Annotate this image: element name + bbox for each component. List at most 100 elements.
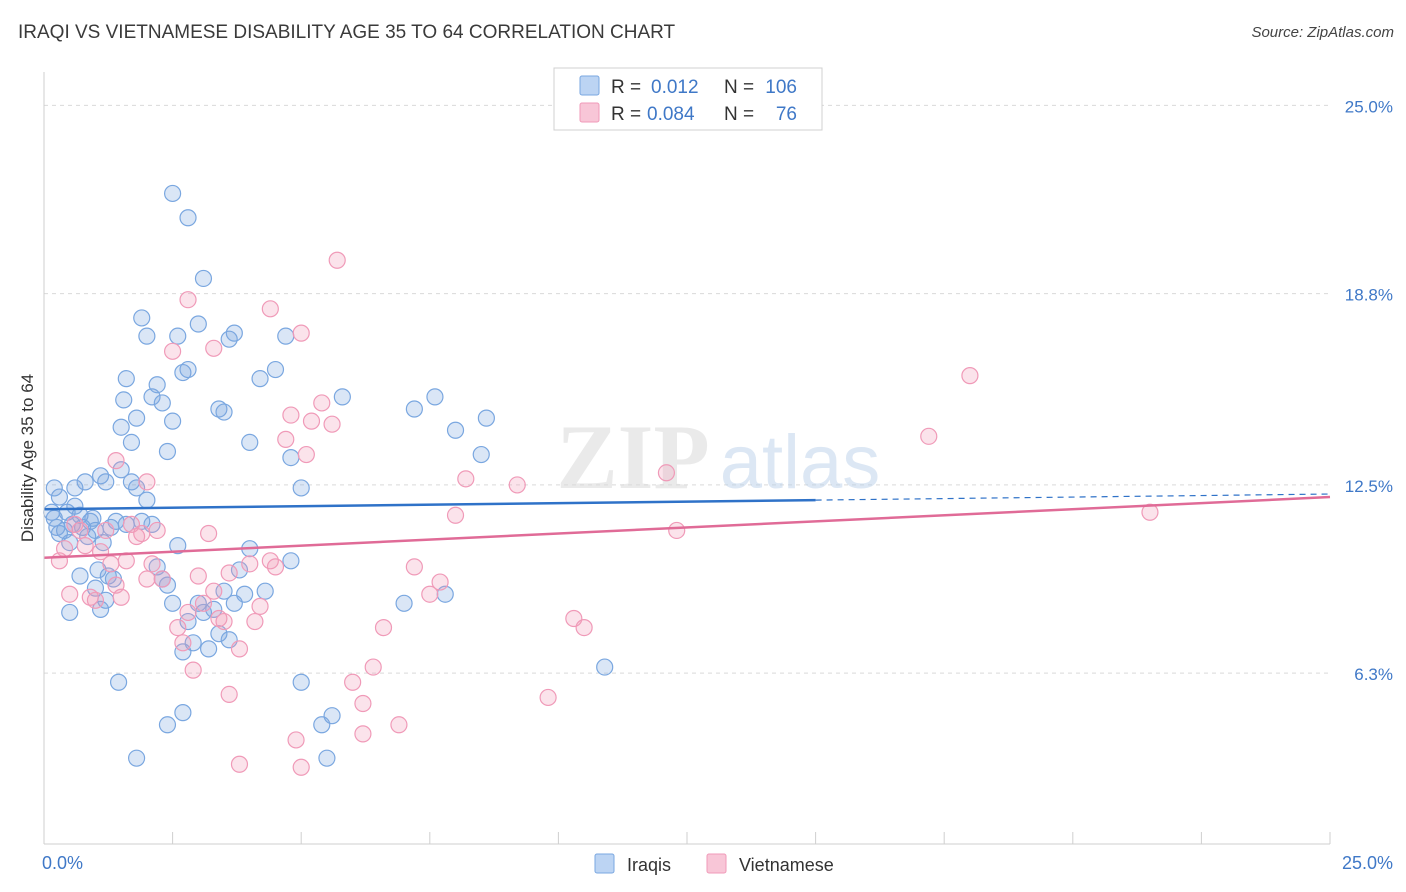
point-vietnamese: [153, 570, 171, 588]
point-iraqis: [174, 363, 192, 382]
point-vietnamese: [61, 585, 79, 603]
point-iraqis: [179, 612, 197, 631]
point-iraqis: [122, 433, 141, 452]
point-iraqis: [91, 600, 110, 618]
point-vietnamese: [215, 612, 233, 631]
point-iraqis: [292, 673, 310, 691]
point-iraqis: [179, 360, 197, 379]
point-iraqis: [76, 473, 94, 491]
point-vietnamese: [194, 594, 213, 612]
point-vietnamese: [323, 415, 341, 433]
point-iraqis: [225, 324, 243, 342]
point-iraqis: [133, 309, 151, 327]
point-iraqis: [174, 704, 192, 722]
point-iraqis: [86, 579, 105, 597]
legend-r-value-vietnamese: 0.084: [647, 104, 695, 125]
point-vietnamese: [189, 567, 207, 585]
legend-swatch-vietnamese: [579, 102, 600, 123]
point-vietnamese: [344, 673, 362, 691]
y-tick-label: 12.5%: [1345, 477, 1393, 496]
point-vietnamese: [220, 685, 238, 704]
point-vietnamese: [164, 342, 182, 360]
y-tick-label: 6.3%: [1354, 665, 1393, 684]
trend-line-iraqis: [43, 498, 816, 511]
point-iraqis: [205, 600, 223, 618]
point-iraqis: [323, 707, 341, 725]
legend-r-label-vietnamese: R =: [611, 104, 641, 125]
point-iraqis: [251, 370, 269, 388]
point-vietnamese: [246, 612, 264, 631]
legend-n-value-vietnamese: 76: [776, 104, 797, 125]
point-vietnamese: [143, 555, 161, 573]
point-vietnamese: [354, 725, 372, 743]
point-iraqis: [241, 433, 259, 452]
point-vietnamese: [184, 661, 202, 679]
point-iraqis: [115, 391, 133, 409]
point-iraqis: [169, 537, 187, 555]
point-vietnamese: [575, 619, 593, 637]
trend-layer: [43, 493, 1331, 560]
point-vietnamese: [230, 640, 249, 658]
point-vietnamese: [277, 430, 295, 448]
point-iraqis: [148, 376, 166, 394]
point-vietnamese: [107, 576, 125, 594]
point-vietnamese: [668, 521, 686, 540]
point-iraqis: [61, 603, 79, 622]
point-iraqis: [169, 327, 187, 345]
point-vietnamese: [457, 470, 475, 488]
point-iraqis: [333, 388, 351, 406]
chart-title: IRAQI VS VIETNAMESE DISABILITY AGE 35 TO…: [18, 22, 676, 43]
point-iraqis: [194, 269, 213, 288]
point-vietnamese: [261, 300, 279, 318]
point-iraqis: [158, 442, 177, 461]
grid-layer: [44, 104, 1330, 674]
point-vietnamese: [230, 755, 249, 773]
point-vietnamese: [241, 555, 259, 573]
point-vietnamese: [81, 588, 99, 606]
point-iraqis: [282, 448, 300, 467]
point-vietnamese: [266, 558, 285, 576]
point-iraqis: [138, 491, 156, 509]
point-vietnamese: [102, 555, 120, 573]
axis-layer: 25.0% 18.8% 12.5% 6.3% 0.0% 25.0%: [42, 72, 1393, 873]
watermark: ZIP atlas: [556, 406, 880, 508]
point-vietnamese: [205, 582, 223, 600]
y-tick-label: 25.0%: [1345, 97, 1393, 116]
point-iraqis: [66, 479, 84, 497]
point-iraqis: [127, 749, 146, 767]
point-vietnamese: [313, 394, 331, 412]
bottom-legend-swatch-iraqis: [594, 853, 615, 874]
point-iraqis: [282, 552, 300, 570]
point-iraqis: [405, 400, 423, 418]
point-vietnamese: [292, 758, 310, 776]
point-iraqis: [256, 582, 274, 600]
trend-line-iraqis-extension: [815, 493, 1331, 501]
point-iraqis: [117, 370, 135, 388]
point-vietnamese: [287, 731, 305, 749]
point-vietnamese: [169, 619, 187, 637]
point-iraqis: [112, 418, 130, 436]
point-vietnamese: [297, 445, 315, 464]
legend-r-label-iraqis: R =: [611, 77, 641, 98]
point-iraqis: [164, 184, 182, 203]
watermark-zip: ZIP: [556, 406, 709, 508]
point-vietnamese: [127, 527, 146, 546]
point-vietnamese: [97, 521, 115, 540]
point-iraqis: [426, 388, 444, 406]
point-iraqis: [153, 394, 171, 412]
point-iraqis: [109, 673, 128, 691]
point-vietnamese: [421, 585, 439, 603]
point-vietnamese: [86, 591, 105, 609]
point-vietnamese: [431, 573, 449, 591]
point-vietnamese: [179, 291, 197, 309]
point-vietnamese: [508, 476, 526, 494]
point-vietnamese: [251, 597, 269, 615]
point-iraqis: [112, 461, 130, 479]
point-iraqis: [215, 403, 233, 421]
point-vietnamese: [200, 524, 218, 543]
point-iraqis: [50, 524, 69, 543]
point-vietnamese: [961, 367, 979, 385]
point-iraqis: [395, 594, 413, 612]
point-iraqis: [50, 488, 69, 506]
